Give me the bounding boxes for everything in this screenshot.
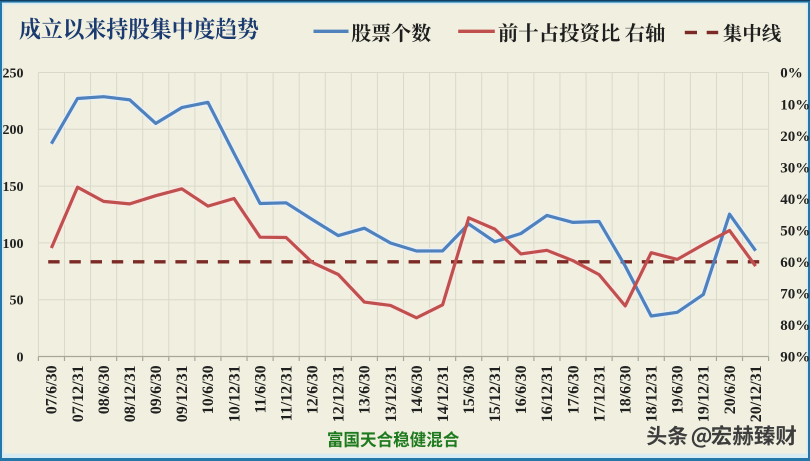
svg-text:10/6/30: 10/6/30	[200, 365, 217, 414]
svg-text:11/12/31: 11/12/31	[278, 365, 295, 421]
svg-text:250: 250	[3, 66, 24, 81]
svg-text:16/6/30: 16/6/30	[513, 365, 530, 414]
svg-text:17/12/31: 17/12/31	[591, 365, 608, 422]
svg-text:17/6/30: 17/6/30	[565, 365, 582, 414]
svg-text:07/6/30: 07/6/30	[44, 365, 61, 414]
svg-text:12/12/31: 12/12/31	[331, 365, 348, 422]
svg-text:80%: 80%	[780, 318, 810, 334]
svg-text:10%: 10%	[780, 97, 810, 113]
svg-text:08/12/31: 08/12/31	[122, 365, 139, 422]
svg-text:11/6/30: 11/6/30	[252, 365, 269, 413]
svg-text:20/12/31: 20/12/31	[748, 365, 765, 422]
svg-text:100: 100	[3, 237, 24, 252]
svg-text:15/12/31: 15/12/31	[487, 365, 504, 422]
svg-text:14/6/30: 14/6/30	[409, 365, 426, 414]
svg-text:09/6/30: 09/6/30	[148, 365, 165, 414]
svg-text:0: 0	[17, 350, 24, 365]
svg-text:07/12/31: 07/12/31	[70, 365, 87, 422]
svg-text:40%: 40%	[780, 192, 810, 208]
svg-text:200: 200	[3, 123, 24, 138]
svg-text:0%: 0%	[780, 66, 803, 82]
svg-text:12/6/30: 12/6/30	[305, 365, 322, 414]
svg-text:150: 150	[3, 180, 24, 195]
svg-text:13/12/31: 13/12/31	[383, 365, 400, 422]
svg-text:60%: 60%	[780, 255, 810, 271]
svg-text:14/12/31: 14/12/31	[435, 365, 452, 422]
svg-text:90%: 90%	[780, 350, 810, 366]
svg-text:70%: 70%	[780, 287, 810, 303]
svg-text:50%: 50%	[780, 224, 810, 240]
svg-text:10/12/31: 10/12/31	[226, 365, 243, 422]
svg-text:16/12/31: 16/12/31	[539, 365, 556, 422]
svg-text:15/6/30: 15/6/30	[461, 365, 478, 414]
svg-text:19/6/30: 19/6/30	[670, 365, 687, 414]
svg-text:20/6/30: 20/6/30	[722, 365, 739, 414]
svg-text:20%: 20%	[780, 129, 810, 145]
svg-text:13/6/30: 13/6/30	[357, 365, 374, 414]
svg-text:08/6/30: 08/6/30	[96, 365, 113, 414]
svg-text:19/12/31: 19/12/31	[696, 365, 713, 422]
svg-text:30%: 30%	[780, 160, 810, 176]
svg-text:18/6/30: 18/6/30	[618, 365, 635, 414]
svg-text:50: 50	[10, 294, 24, 309]
svg-text:18/12/31: 18/12/31	[644, 365, 661, 422]
svg-text:09/12/31: 09/12/31	[174, 365, 191, 422]
